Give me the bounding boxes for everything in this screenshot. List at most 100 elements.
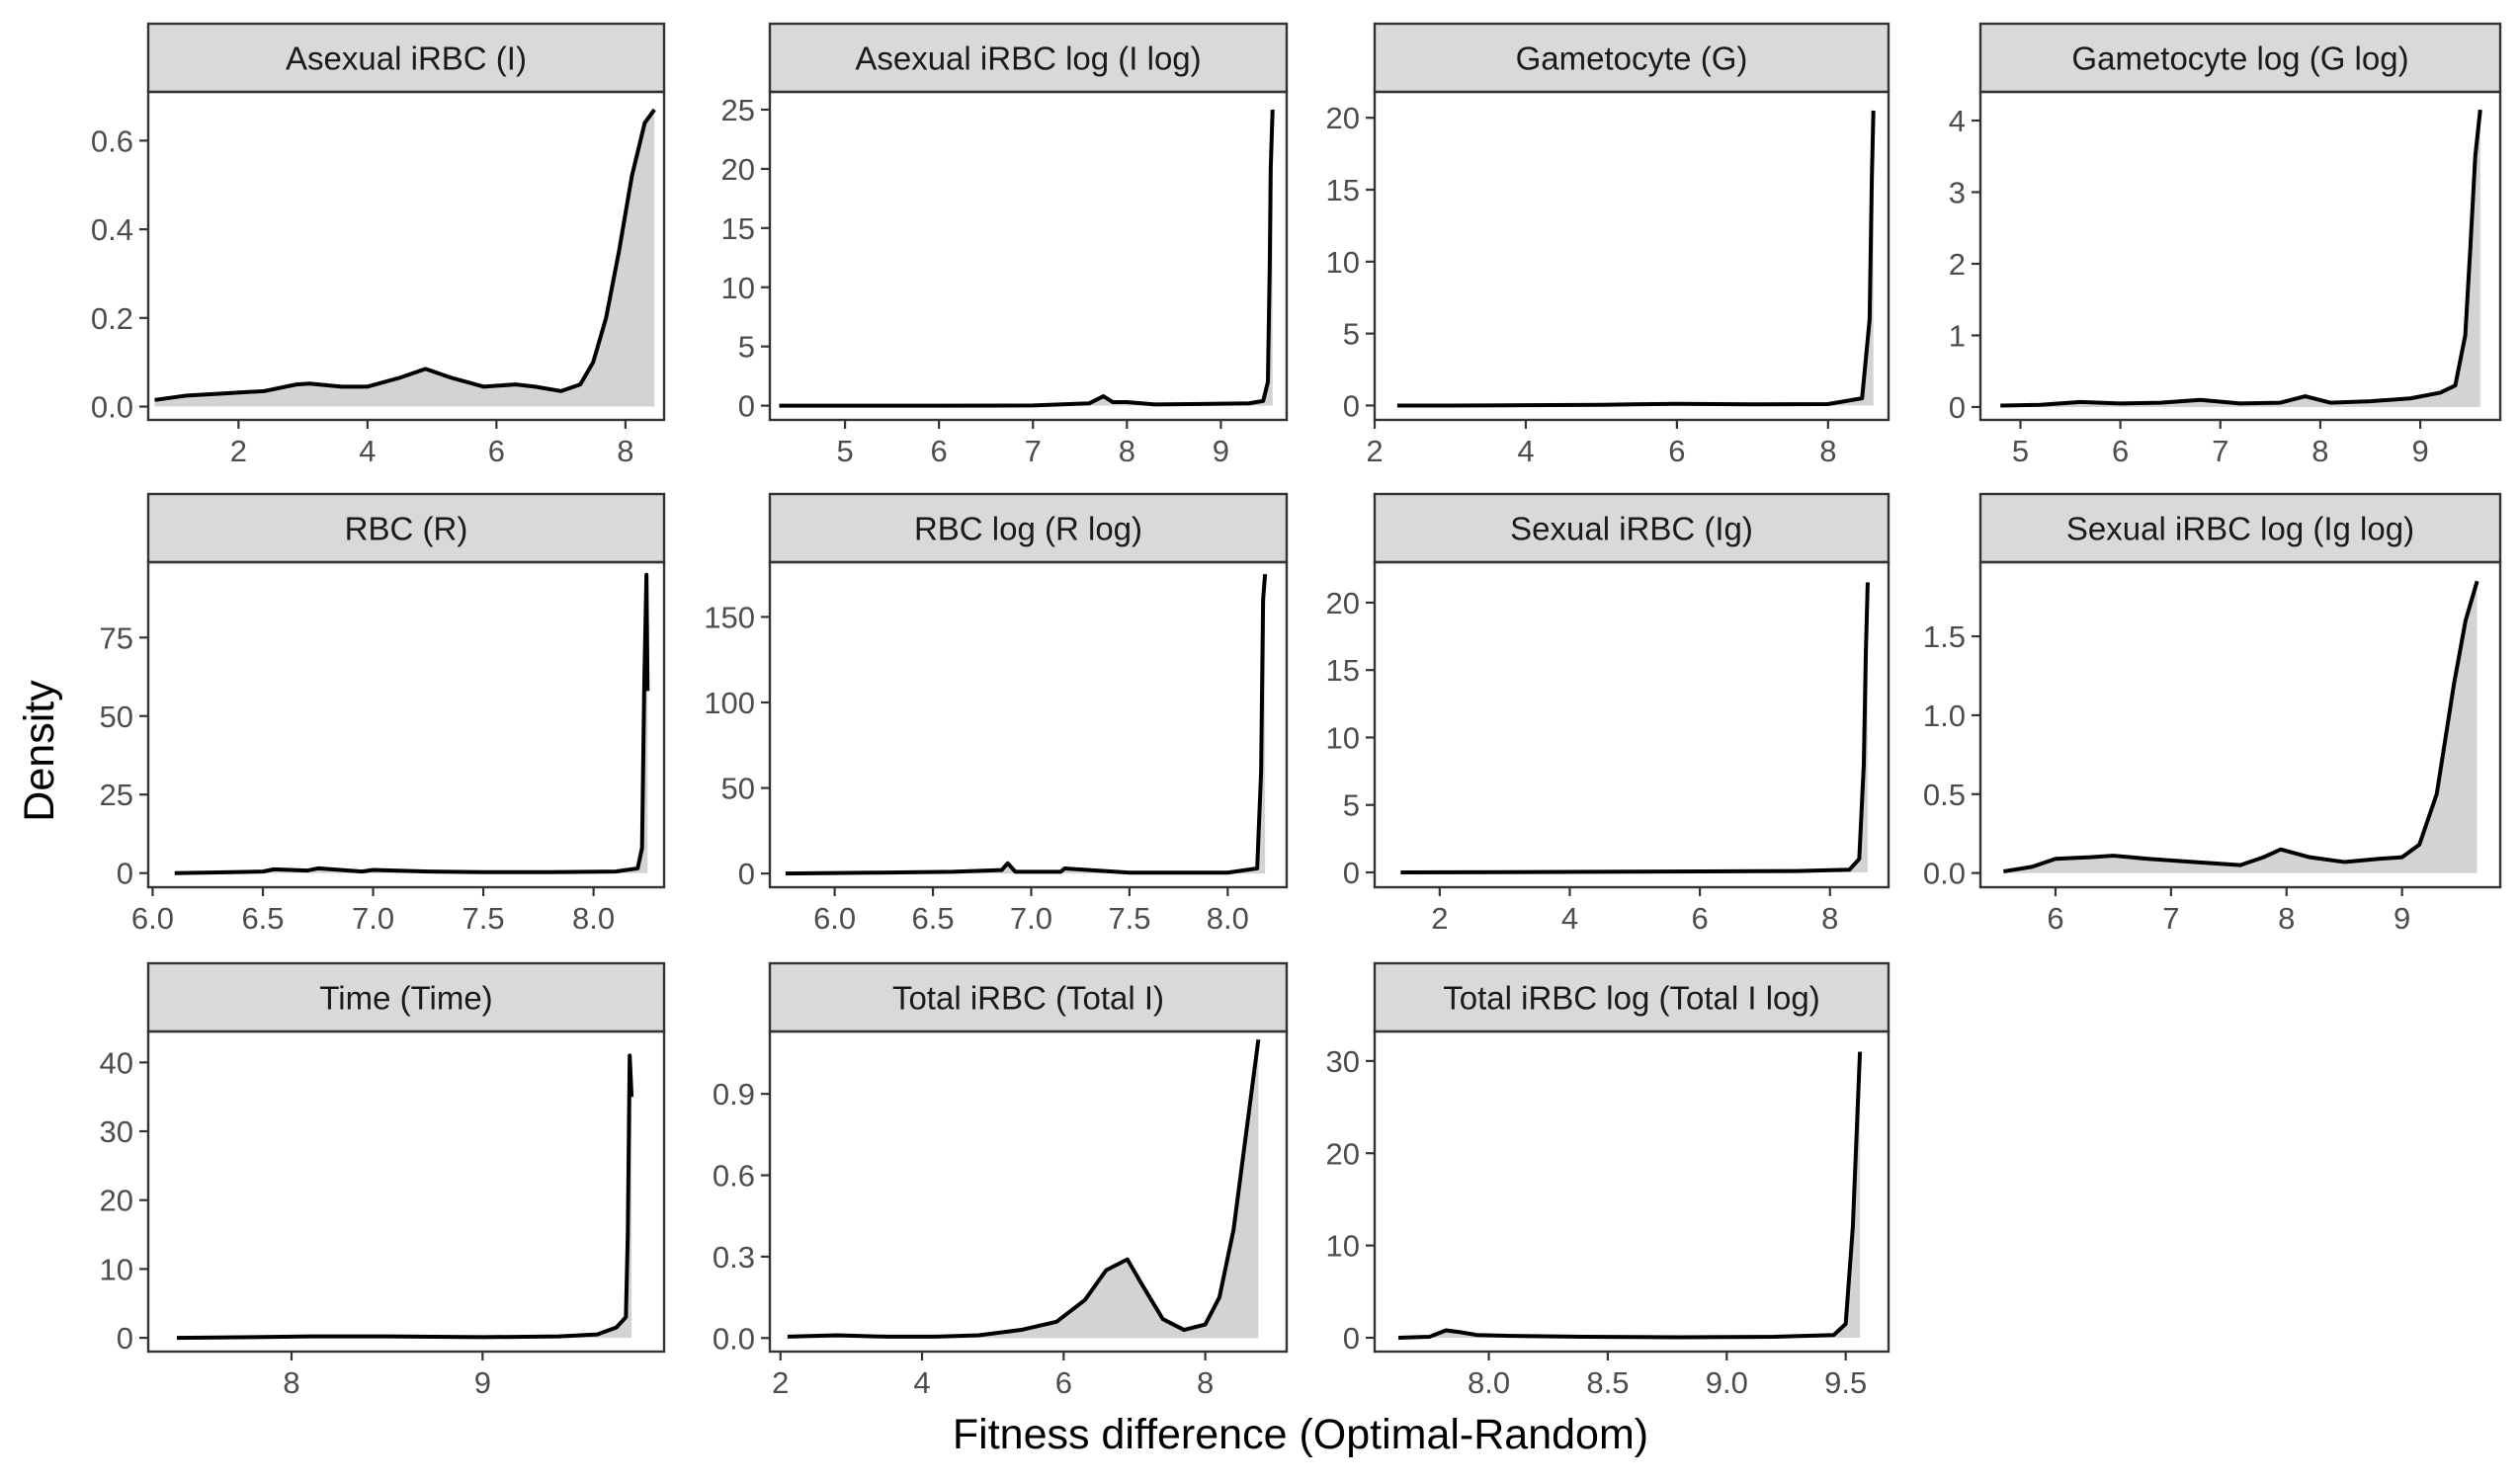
y-tick-label: 75 bbox=[100, 620, 133, 655]
x-tick-label: 2 bbox=[772, 1365, 789, 1400]
facet-title: Gametocyte (G) bbox=[1516, 41, 1748, 77]
panel-border bbox=[1978, 90, 2502, 422]
facet-title: Sexual iRBC log (Ig log) bbox=[2066, 511, 2414, 547]
x-tick-label: 8 bbox=[1197, 1365, 1214, 1400]
x-tick-label: 4 bbox=[359, 434, 376, 468]
x-tick-label: 8 bbox=[2311, 434, 2328, 468]
x-axis-title: Fitness difference (Optimal-Random) bbox=[953, 1411, 1648, 1458]
y-tick-label: 0 bbox=[1343, 1321, 1360, 1356]
x-tick-label: 7 bbox=[2212, 434, 2228, 468]
x-tick-label: 7.5 bbox=[1108, 901, 1150, 936]
y-tick-label: 0.2 bbox=[91, 301, 133, 336]
x-tick-label: 9.0 bbox=[1706, 1365, 1748, 1400]
facet-title: Time (Time) bbox=[319, 980, 492, 1017]
density-area bbox=[154, 109, 655, 407]
y-tick-label: 0.4 bbox=[91, 212, 133, 247]
density-area bbox=[177, 1055, 632, 1339]
y-tick-label: 30 bbox=[1326, 1044, 1360, 1079]
x-tick-label: 7.0 bbox=[1010, 901, 1052, 936]
facet-strip bbox=[1373, 961, 1890, 1033]
x-tick-label: 6 bbox=[1055, 1365, 1072, 1400]
facet-strip bbox=[768, 22, 1289, 94]
density-line bbox=[2000, 109, 2482, 408]
density-area bbox=[1398, 1051, 1861, 1338]
y-tick-label: 20 bbox=[1326, 586, 1360, 620]
panel-border bbox=[146, 560, 666, 889]
x-tick-label: 9 bbox=[2411, 434, 2428, 468]
density-line bbox=[1396, 110, 1876, 408]
panel-border bbox=[1978, 560, 2502, 889]
panel-border bbox=[1373, 1029, 1890, 1354]
density-line bbox=[785, 573, 1268, 876]
y-tick-label: 0.0 bbox=[713, 1321, 755, 1356]
density-area bbox=[2003, 581, 2478, 873]
x-tick-label: 6 bbox=[2047, 901, 2063, 936]
x-tick-label: 8 bbox=[1821, 901, 1838, 936]
facet-strip bbox=[1978, 492, 2502, 564]
y-tick-label: 0 bbox=[738, 389, 755, 424]
x-tick-label: 4 bbox=[1517, 434, 1534, 468]
y-tick-label: 0.9 bbox=[713, 1077, 755, 1112]
y-tick-label: 2 bbox=[1949, 247, 1966, 282]
facet-panel: Asexual iRBC log (I log) 5 6 7 8 9 0 5 10 15 20 25 bbox=[721, 22, 1289, 468]
panel-border bbox=[1373, 560, 1890, 889]
facet-title: RBC log (R log) bbox=[914, 511, 1142, 547]
y-tick-label: 5 bbox=[1343, 788, 1360, 823]
y-tick-label: 10 bbox=[100, 1252, 133, 1286]
y-tick-label: 10 bbox=[1326, 1229, 1360, 1264]
y-tick-label: 150 bbox=[704, 600, 755, 634]
x-tick-label: 4 bbox=[913, 1365, 930, 1400]
density-line bbox=[174, 572, 650, 875]
density-area bbox=[785, 574, 1266, 874]
facet-panel: RBC log (R log) 6.0 6.5 7.0 7.5 8.0 0 50 100 150 bbox=[704, 492, 1289, 936]
x-tick-label: 8.0 bbox=[1468, 1365, 1510, 1400]
y-tick-label: 4 bbox=[1949, 104, 1966, 138]
y-tick-label: 100 bbox=[704, 686, 755, 720]
y-tick-label: 0 bbox=[1343, 856, 1360, 890]
x-tick-label: 6 bbox=[2112, 434, 2129, 468]
density-area bbox=[2000, 110, 2480, 407]
facet-panel: RBC (R) 6.0 6.5 7.0 7.5 8.0 0 25 50 75 bbox=[100, 492, 666, 936]
y-tick-label: 40 bbox=[100, 1045, 133, 1080]
y-tick-label: 0 bbox=[117, 1321, 133, 1356]
y-tick-label: 0.0 bbox=[91, 390, 133, 425]
facet-panel: Time (Time) 8 9 0 10 20 30 40 bbox=[100, 961, 666, 1400]
x-tick-label: 4 bbox=[1561, 901, 1578, 936]
y-tick-label: 20 bbox=[1326, 101, 1360, 135]
y-tick-label: 15 bbox=[721, 211, 755, 246]
panel-border bbox=[768, 90, 1289, 422]
y-tick-label: 50 bbox=[100, 700, 133, 734]
y-tick-label: 10 bbox=[1326, 245, 1360, 280]
y-tick-label: 10 bbox=[1326, 720, 1360, 755]
x-tick-label: 2 bbox=[230, 434, 247, 468]
facet-title: Gametocyte log (G log) bbox=[2071, 41, 2408, 77]
facet-panel: Total iRBC log (Total I log) 8.0 8.5 9.0 9.5… bbox=[1326, 961, 1890, 1400]
facet-panel: Asexual iRBC (I) 2 4 6 8 0.0 0.2 0.4 0.6 bbox=[91, 22, 666, 468]
density-line bbox=[779, 109, 1275, 408]
y-tick-label: 0 bbox=[1949, 390, 1966, 425]
density-area bbox=[787, 1039, 1259, 1339]
x-tick-label: 8 bbox=[1119, 434, 1135, 468]
density-line bbox=[2003, 580, 2479, 874]
y-tick-label: 20 bbox=[100, 1184, 133, 1218]
y-tick-label: 1 bbox=[1949, 318, 1966, 353]
x-tick-label: 2 bbox=[1431, 901, 1448, 936]
y-tick-label: 25 bbox=[721, 93, 755, 127]
facet-strip bbox=[1373, 22, 1890, 94]
x-tick-label: 6 bbox=[931, 434, 948, 468]
y-tick-label: 30 bbox=[100, 1114, 133, 1149]
y-tick-label: 0 bbox=[1343, 388, 1360, 423]
panel-border bbox=[768, 560, 1289, 889]
y-tick-label: 15 bbox=[1326, 653, 1360, 688]
facet-panel: Gametocyte log (G log) 5 6 7 8 9 0 1 2 3 4 bbox=[1949, 22, 2502, 468]
y-tick-label: 50 bbox=[721, 772, 755, 806]
panel-border bbox=[1373, 90, 1890, 422]
y-tick-label: 20 bbox=[1326, 1136, 1360, 1171]
x-tick-label: 5 bbox=[836, 434, 853, 468]
x-tick-label: 2 bbox=[1366, 434, 1383, 468]
density-line bbox=[176, 1053, 634, 1341]
y-tick-label: 0.5 bbox=[1923, 778, 1966, 812]
facet-title: Asexual iRBC (I) bbox=[286, 41, 527, 77]
density-line bbox=[1398, 1051, 1863, 1340]
